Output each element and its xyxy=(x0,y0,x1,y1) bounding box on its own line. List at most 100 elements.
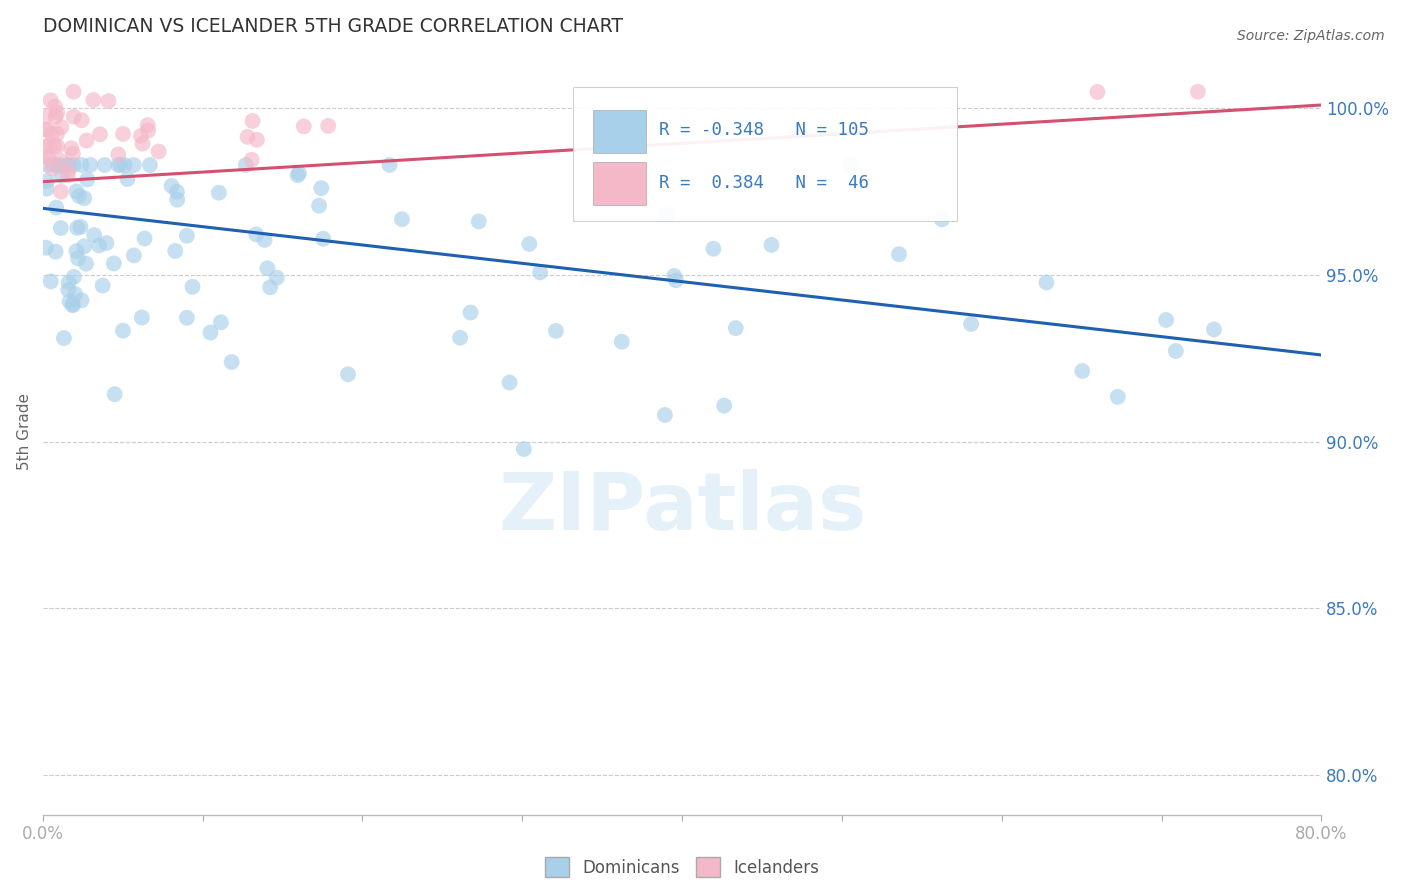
FancyBboxPatch shape xyxy=(592,161,647,205)
Point xyxy=(309,181,332,195)
Point xyxy=(240,153,263,167)
Point xyxy=(107,147,129,161)
Point xyxy=(49,221,72,235)
Point xyxy=(62,110,84,124)
Point xyxy=(529,265,551,279)
Point xyxy=(1071,364,1094,378)
Point xyxy=(221,355,243,369)
Point xyxy=(460,305,482,319)
Point xyxy=(288,166,311,180)
Point xyxy=(845,121,868,136)
Point xyxy=(136,118,159,132)
Point xyxy=(35,174,58,188)
Point xyxy=(931,212,953,227)
Point xyxy=(58,158,80,172)
Point xyxy=(544,324,567,338)
Point xyxy=(73,191,96,205)
Point xyxy=(236,129,259,144)
Text: ZIPatlas: ZIPatlas xyxy=(498,469,866,548)
Point xyxy=(97,94,120,108)
Point xyxy=(139,158,162,172)
Point xyxy=(287,168,309,182)
Point xyxy=(134,231,156,245)
Point xyxy=(37,150,59,164)
Point xyxy=(58,276,80,290)
Point xyxy=(467,214,489,228)
Point xyxy=(1187,85,1209,99)
Point xyxy=(111,127,134,141)
Point xyxy=(79,158,101,172)
Point xyxy=(655,207,678,221)
Point xyxy=(246,133,269,147)
Legend: Dominicans, Icelanders: Dominicans, Icelanders xyxy=(538,851,825,883)
Point xyxy=(208,186,231,200)
Text: R = -0.348   N = 105: R = -0.348 N = 105 xyxy=(659,121,869,139)
Point xyxy=(51,169,73,183)
Point xyxy=(49,158,72,172)
Point xyxy=(46,139,69,153)
Point xyxy=(887,247,910,261)
Point xyxy=(839,158,862,172)
Point xyxy=(724,321,747,335)
Point xyxy=(104,387,127,401)
Point xyxy=(761,238,783,252)
Point xyxy=(517,236,540,251)
Point xyxy=(131,310,153,325)
Point xyxy=(96,235,118,250)
Point xyxy=(93,158,115,172)
Text: R =  0.384   N =  46: R = 0.384 N = 46 xyxy=(659,174,869,193)
Point xyxy=(63,287,86,301)
Point xyxy=(89,128,111,142)
Point xyxy=(38,151,60,165)
Point xyxy=(35,182,58,196)
Point xyxy=(49,185,72,199)
Point xyxy=(266,270,288,285)
Point xyxy=(1164,344,1187,359)
Point xyxy=(312,232,335,246)
Point xyxy=(292,120,315,134)
Point xyxy=(391,212,413,227)
Point xyxy=(176,228,198,243)
Point xyxy=(308,199,330,213)
Point xyxy=(166,193,188,207)
Point xyxy=(49,153,72,168)
Point xyxy=(1202,322,1225,336)
Point xyxy=(44,99,66,113)
Point xyxy=(122,248,145,262)
FancyBboxPatch shape xyxy=(574,87,957,221)
Point xyxy=(39,274,62,288)
Text: DOMINICAN VS ICELANDER 5TH GRADE CORRELATION CHART: DOMINICAN VS ICELANDER 5TH GRADE CORRELA… xyxy=(42,17,623,36)
Point xyxy=(62,158,84,172)
Point xyxy=(713,399,735,413)
Point xyxy=(45,110,67,124)
Point xyxy=(46,105,69,120)
Point xyxy=(181,280,204,294)
Point xyxy=(62,85,84,99)
Point xyxy=(960,317,983,331)
Point xyxy=(63,269,86,284)
Point xyxy=(35,109,58,123)
Point xyxy=(114,158,136,172)
Point xyxy=(70,293,93,308)
Point xyxy=(259,280,281,294)
Point xyxy=(39,94,62,108)
Point xyxy=(73,239,96,253)
Point xyxy=(58,283,80,297)
Point xyxy=(498,376,520,390)
Point xyxy=(69,219,91,234)
Point xyxy=(35,241,58,255)
Point xyxy=(122,158,145,172)
Point xyxy=(136,123,159,137)
Point xyxy=(44,139,66,153)
Point xyxy=(245,227,267,242)
Point xyxy=(83,228,105,243)
Point xyxy=(176,310,198,325)
Point xyxy=(654,408,676,422)
Point xyxy=(35,122,58,136)
Point xyxy=(160,178,183,193)
Point xyxy=(59,294,82,309)
Point xyxy=(67,189,90,203)
Point xyxy=(75,257,97,271)
Point xyxy=(148,145,170,159)
Point xyxy=(166,185,188,199)
